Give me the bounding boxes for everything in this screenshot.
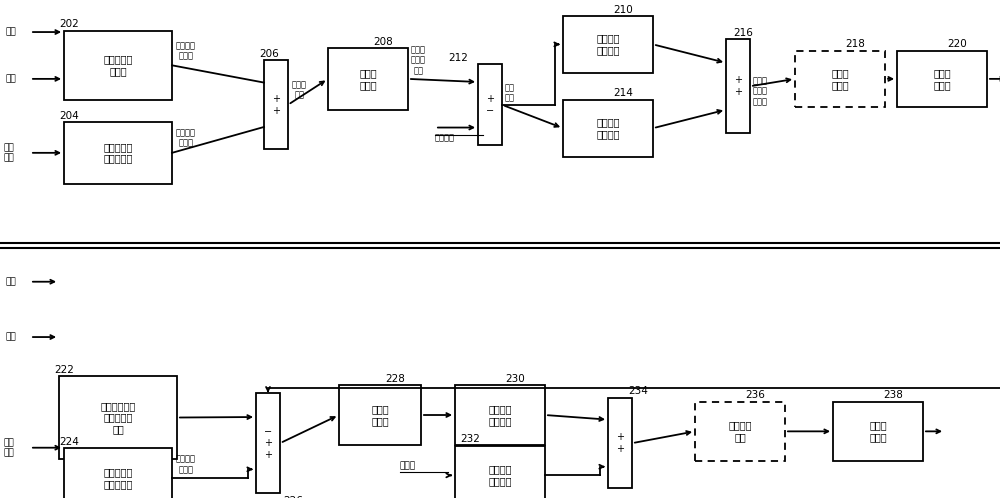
Bar [64,122,172,184]
Text: 第二反馈
控制模块: 第二反馈 控制模块 [488,404,512,426]
Bar [328,48,408,110]
Text: 第一轨压修
正计算模块: 第一轨压修 正计算模块 [103,142,133,164]
Text: 第一超
驰模块: 第一超 驰模块 [831,68,849,90]
Text: 204: 204 [59,111,79,121]
Text: +
+: + + [272,94,280,116]
Bar [695,402,785,461]
Text: 转速: 转速 [5,74,16,83]
Text: 208: 208 [373,36,393,47]
Text: 206: 206 [259,49,279,59]
Text: 转速: 转速 [5,333,16,342]
Bar [256,393,280,494]
Text: 220: 220 [947,39,967,49]
Bar [563,16,653,73]
Bar [264,60,288,149]
Bar [455,385,545,445]
Text: 第一饱
和模块: 第一饱 和模块 [933,68,951,90]
Text: 第二轨压修
正计算模块: 第二轨压修 正计算模块 [103,467,133,489]
Bar [478,64,502,145]
Text: 226: 226 [283,496,303,498]
Text: 238: 238 [883,390,903,400]
Text: +
+: + + [616,432,624,454]
Text: 210: 210 [613,4,633,14]
Text: 202: 202 [59,19,79,29]
Bar [795,50,885,107]
Bar [64,448,172,498]
Text: 第二滤
波模块: 第二滤 波模块 [371,404,389,426]
Text: 轨压
偏差: 轨压 偏差 [505,83,515,102]
Text: 第二饱
和模块: 第二饱 和模块 [869,420,887,442]
Text: 228: 228 [385,374,405,384]
Text: +
−: + − [486,94,494,116]
Text: 滤波后
的目标
轨压: 滤波后 的目标 轨压 [411,45,426,75]
Text: 第一反馈
控制模块: 第一反馈 控制模块 [596,118,620,139]
Text: 第二超驰
模块: 第二超驰 模块 [728,420,752,442]
Bar [897,50,987,107]
Text: 218: 218 [845,39,865,49]
Text: 230: 230 [505,374,525,384]
Text: 234: 234 [628,386,648,396]
Bar [455,446,545,498]
Text: −
+
+: − + + [264,427,272,460]
Bar [64,31,172,100]
Text: 目标轨压
修正值: 目标轨压 修正值 [176,128,196,148]
Bar [726,39,750,133]
Bar [608,398,632,489]
Text: 扭矩: 扭矩 [5,277,16,286]
Text: 224: 224 [59,437,79,447]
Text: 236: 236 [745,390,765,400]
Text: 压力控
制阀驱
动信号: 压力控 制阀驱 动信号 [753,76,768,106]
Text: 目标轨
压值: 目标轨 压值 [292,80,307,100]
Bar [833,402,923,461]
Text: 扭矩: 扭矩 [5,27,16,36]
Text: 第一前馈
控制模块: 第一前馈 控制模块 [596,33,620,55]
Text: +
+: + + [734,76,742,97]
Bar [563,100,653,156]
Text: 214: 214 [613,88,633,98]
Text: 216: 216 [733,28,753,38]
Text: 喷油量: 喷油量 [400,461,416,470]
Text: 第二前馈
控制模块: 第二前馈 控制模块 [488,465,512,486]
Text: 212: 212 [448,53,468,63]
Text: 222: 222 [54,365,74,374]
Text: 第一滤
波模块: 第一滤 波模块 [359,68,377,90]
Text: 环境
修正: 环境 修正 [3,143,14,162]
Text: 目标轨压计
算模块: 目标轨压计 算模块 [103,54,133,76]
Text: 232: 232 [460,434,480,444]
Text: 目标轨压
修正值: 目标轨压 修正值 [176,455,196,474]
Text: 目标轨压
基础值: 目标轨压 基础值 [176,41,196,60]
Text: 压力控制阀日
标开度计算
模块: 压力控制阀日 标开度计算 模块 [100,401,136,434]
Text: 实际轨压: 实际轨压 [435,133,455,142]
Bar [59,376,177,459]
Bar [339,385,421,445]
Text: 环境
修正: 环境 修正 [3,438,14,457]
